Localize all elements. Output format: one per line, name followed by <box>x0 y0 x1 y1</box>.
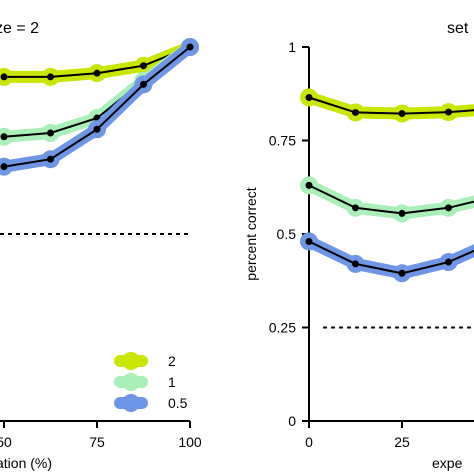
left-series-0-5-point <box>186 43 194 51</box>
right-x-tick-label: 0 <box>305 434 313 450</box>
left-series-0-5-point <box>0 163 8 171</box>
right-chart-panel: set 0 25 0 0.25 0.5 0.75 1 percent correct exp… <box>243 20 474 471</box>
right-y-tick-label: 0.75 <box>269 133 296 149</box>
right-series-1-point <box>445 204 452 212</box>
left-series-0-5-point <box>140 80 147 88</box>
legend-label-1: 1 <box>168 374 176 390</box>
right-y-tick-label: 1 <box>288 39 296 55</box>
legend: 210.5 <box>114 352 188 412</box>
right-y-tick-label: 0 <box>288 413 296 429</box>
legend-label-0-5: 0.5 <box>168 395 188 411</box>
left-x-tick-label: 75 <box>89 434 105 450</box>
left-x-tick-label: 50 <box>0 434 12 450</box>
right-x-axis-label: expe <box>432 455 463 471</box>
left-series-1-point <box>0 133 8 141</box>
left-series-2-point <box>47 73 54 81</box>
left-series-0-5-point <box>47 155 54 163</box>
legend-label-2: 2 <box>168 353 176 369</box>
legend-symbol-1 <box>114 373 148 391</box>
right-series-1-point <box>352 204 359 212</box>
right-series-2-point <box>398 110 406 118</box>
right-y-tick-label: 0.5 <box>277 226 297 242</box>
left-x-tick-label: 100 <box>178 434 202 450</box>
left-series-2-point <box>0 73 8 81</box>
right-series-0-5-point <box>352 260 359 268</box>
left-series-2-point <box>140 62 147 70</box>
right-series-2-point <box>445 108 452 116</box>
right-series-1-point <box>398 209 406 217</box>
left-x-axis-label: ation (%) <box>0 455 52 471</box>
legend-symbol-0-5 <box>114 394 148 412</box>
left-panel-title: ze = 2 <box>0 20 39 37</box>
right-x-tick-label: 25 <box>394 434 410 450</box>
right-series-2-point <box>305 93 313 101</box>
right-y-tick-label: 0.25 <box>269 320 296 336</box>
right-series-0-5-point <box>398 269 406 277</box>
left-series-2-point <box>93 69 101 77</box>
right-panel-title: set <box>447 20 469 37</box>
legend-symbol-2 <box>114 352 148 370</box>
left-series-0-5-point <box>93 125 101 133</box>
right-series-0-5-point <box>305 237 313 245</box>
right-y-axis-label: percent correct <box>243 187 259 280</box>
left-series-1-point <box>47 129 54 137</box>
right-series-1-point <box>305 181 313 189</box>
right-series-0-5-point <box>445 258 452 266</box>
right-series-2-point <box>352 108 359 116</box>
